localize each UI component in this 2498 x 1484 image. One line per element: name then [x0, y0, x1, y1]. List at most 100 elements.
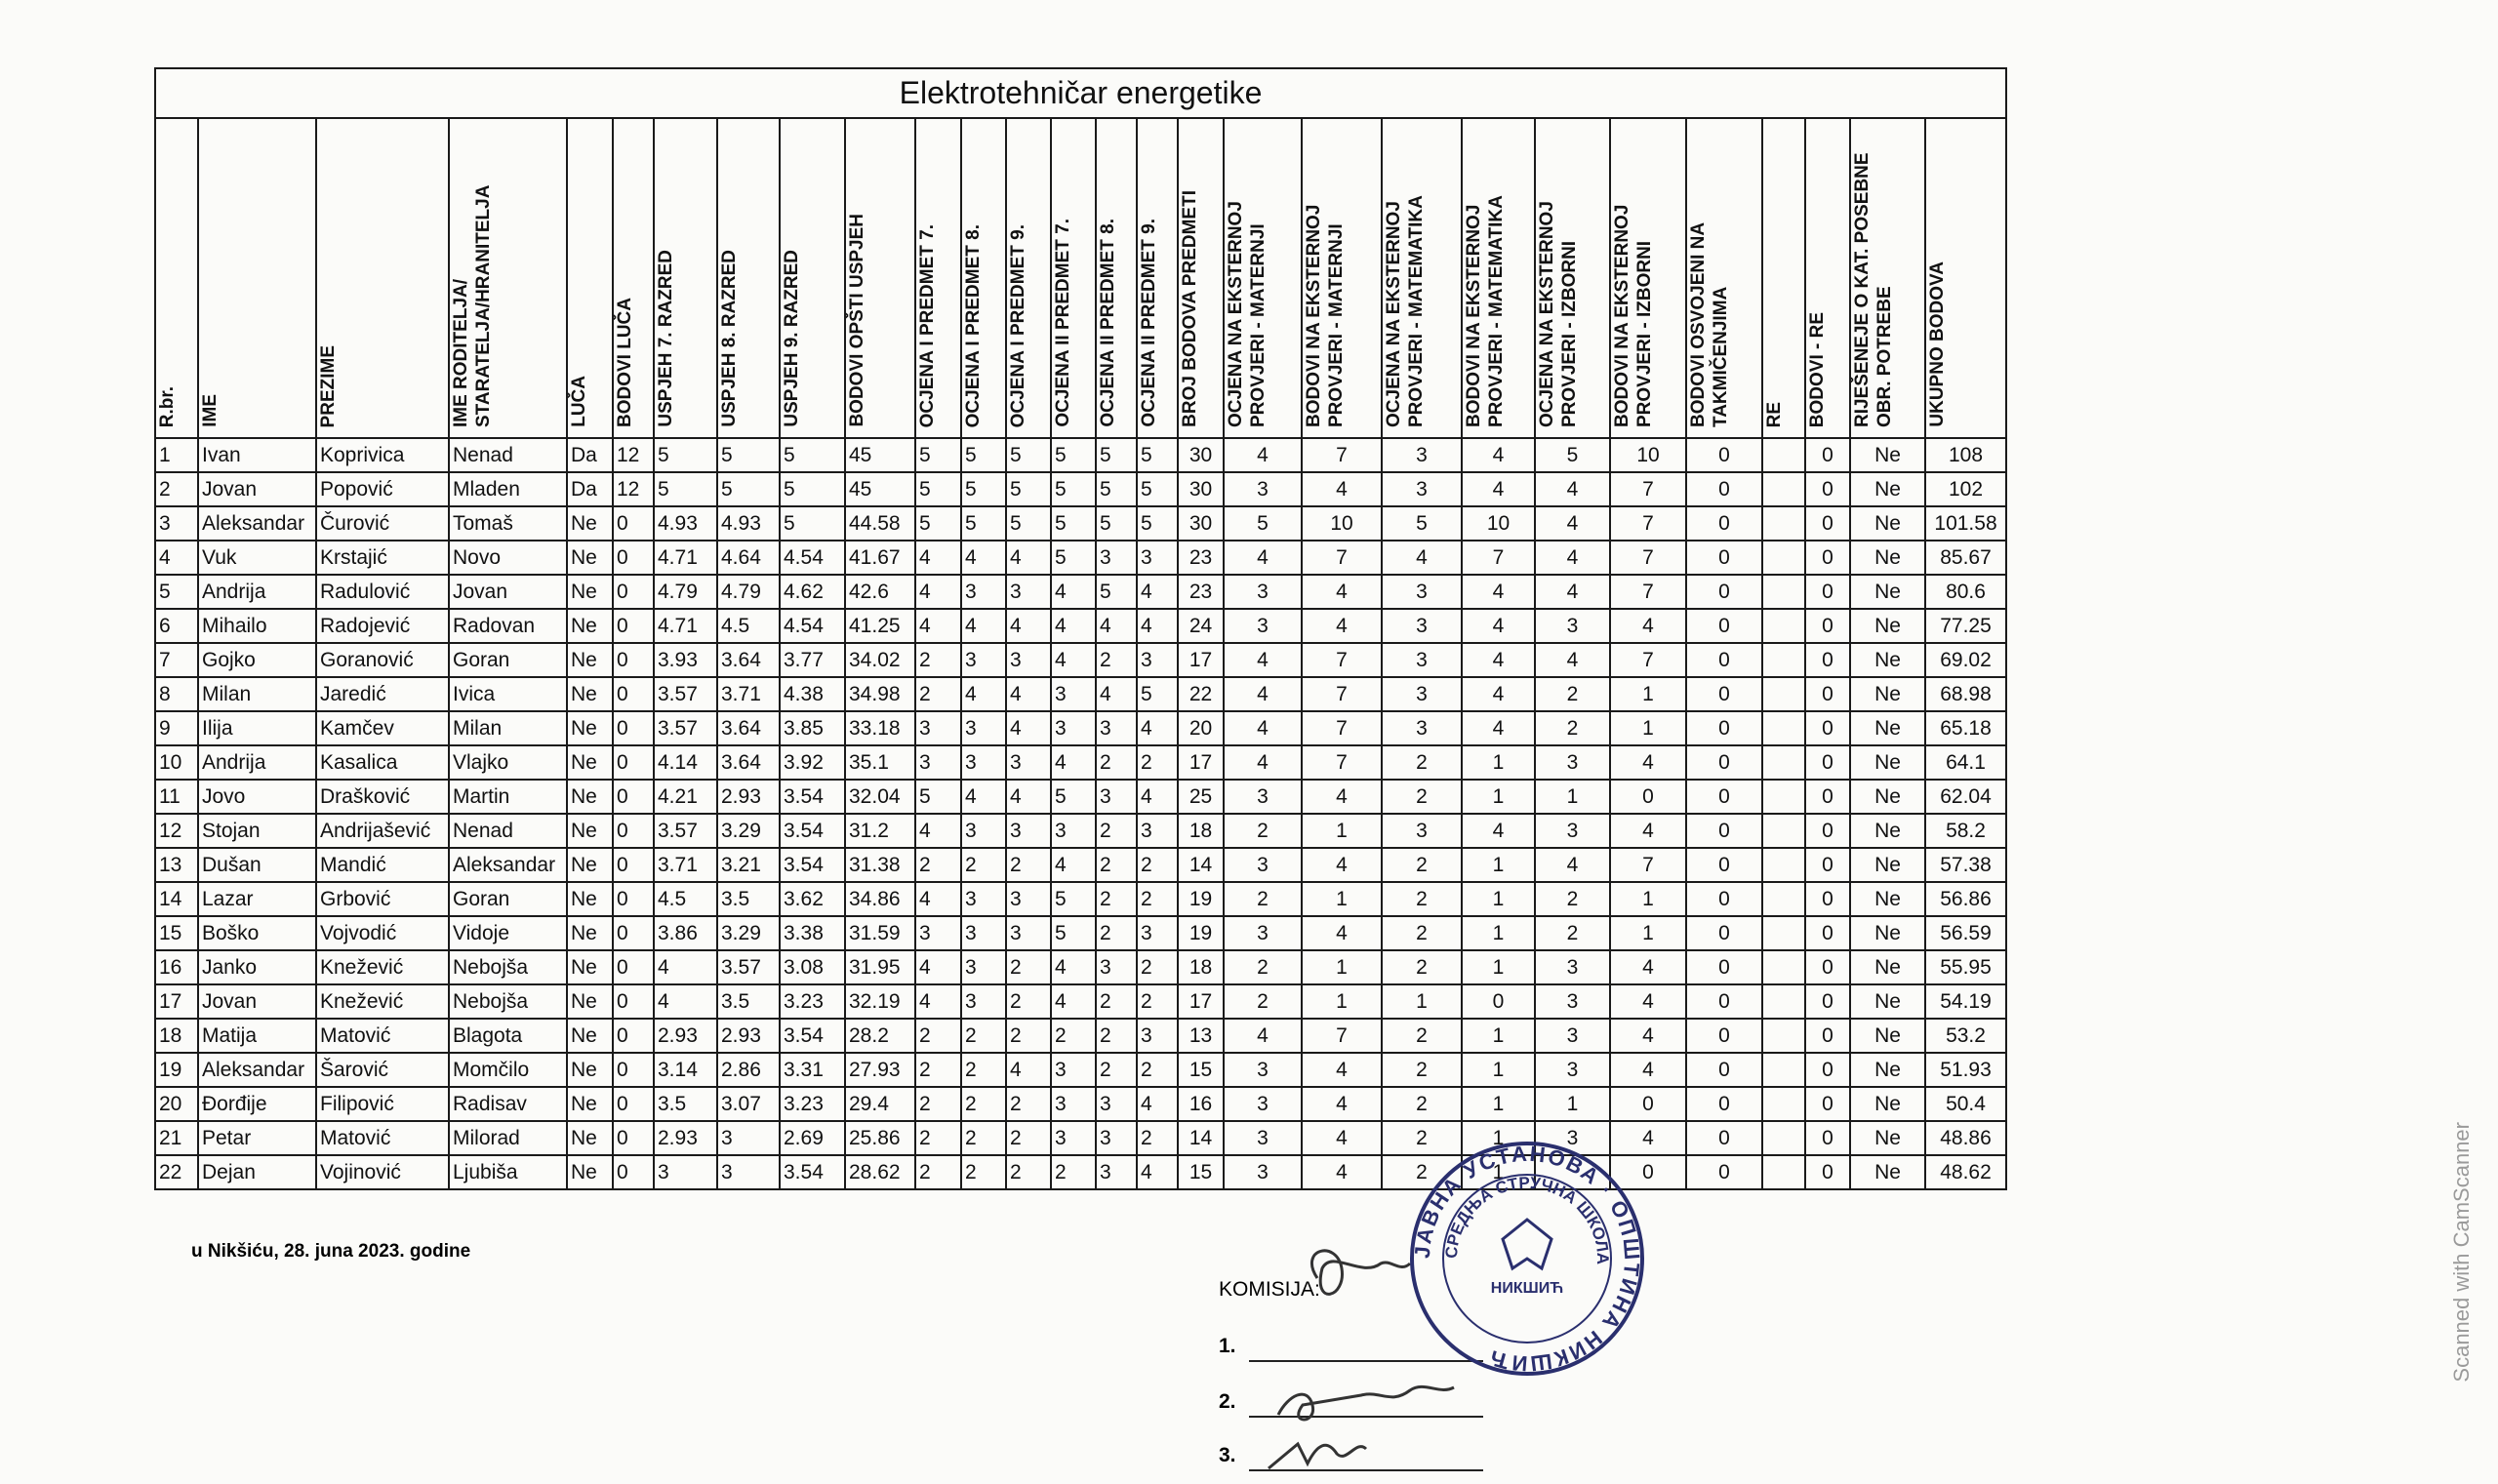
table-cell: 10	[1609, 437, 1687, 473]
table-cell: 68.98	[1923, 676, 2008, 712]
table-cell: 3.54	[779, 813, 846, 849]
table-cell: 19	[1177, 881, 1225, 917]
table-cell: Ne	[566, 1052, 614, 1088]
table-cell: 2	[1223, 881, 1303, 917]
table-cell	[1761, 915, 1806, 951]
table-cell: 4	[1050, 574, 1097, 610]
signature	[1268, 1441, 1368, 1470]
table-cell: 0	[612, 813, 655, 849]
table-cell: 4	[914, 881, 962, 917]
table-cell: 5	[779, 505, 846, 541]
table-cell: 0	[1804, 847, 1851, 883]
table-cell: 4	[1223, 710, 1303, 746]
column-header: USPJEH 8. RAZRED	[716, 117, 781, 439]
table-cell: 4.64	[716, 540, 781, 576]
table-cell: 2	[1095, 983, 1138, 1020]
table-cell: Ne	[1849, 983, 1926, 1020]
table-cell: 13	[154, 847, 199, 883]
table-cell: 3	[1136, 540, 1179, 576]
table-cell: Ne	[1849, 437, 1926, 473]
table-cell: 0	[1685, 471, 1763, 507]
table-cell: Mladen	[448, 471, 568, 507]
column-header-text: UKUPNO BODOVA	[1927, 261, 1948, 427]
table-cell: 5	[914, 437, 962, 473]
table-cell: 3.5	[716, 881, 781, 917]
table-cell: 0	[1804, 608, 1851, 644]
table-cell: 0	[1609, 1154, 1687, 1190]
column-header-text: OCJENA II PREDMET 7.	[1053, 219, 1073, 427]
table-cell: 1	[154, 437, 199, 473]
table-cell: 33.18	[844, 710, 916, 746]
table-cell: 22	[154, 1154, 199, 1190]
table-cell: Boško	[197, 915, 317, 951]
table-cell: 16	[154, 949, 199, 985]
table-cell: 2	[1005, 1154, 1052, 1190]
stamp-center-text: НИКШИЋ	[1491, 1280, 1563, 1297]
table-cell: 1	[1461, 915, 1536, 951]
table-cell: 3	[1381, 642, 1463, 678]
table-cell: 4	[960, 540, 1007, 576]
table-cell: Ne	[566, 813, 614, 849]
table-cell: 3	[1381, 608, 1463, 644]
table-cell: Ne	[1849, 881, 1926, 917]
table-cell: 3	[1534, 813, 1611, 849]
table-cell: 3	[1534, 744, 1611, 781]
table-cell: 4	[1301, 779, 1383, 815]
table-cell: 0	[612, 505, 655, 541]
table-cell: 0	[1461, 983, 1536, 1020]
table-cell: 31.59	[844, 915, 916, 951]
column-header-text: BODOVI OSVOJENI NA TAKMIČENJIMA	[1688, 222, 1731, 427]
table-cell: Momčilo	[448, 1052, 568, 1088]
table-cell: 56.59	[1923, 915, 2008, 951]
column-header: OCJENA II PREDMET 9.	[1136, 117, 1179, 439]
table-cell: 1	[1301, 949, 1383, 985]
table-cell: 3	[1095, 1154, 1138, 1190]
table-row: 18 Matija Matović Blagota Ne 0 2.93 2.93 3.54 28.…	[154, 1018, 2008, 1054]
table-cell: 5	[1050, 915, 1097, 951]
table-cell: Ne	[1849, 710, 1926, 746]
table-cell: 2	[960, 1086, 1007, 1122]
table-cell: 3	[960, 642, 1007, 678]
table-cell: 3	[716, 1154, 781, 1190]
column-header-text: OCJENA NA EKSTERNOJ PROVJERI - MATERNJI	[1226, 201, 1269, 427]
table-cell: 4	[1050, 608, 1097, 644]
table-cell: 4	[1136, 574, 1179, 610]
table-cell: 3.71	[653, 847, 718, 883]
table-cell: 4.5	[716, 608, 781, 644]
table-cell: 2.93	[716, 779, 781, 815]
table-cell: 0	[612, 1018, 655, 1054]
table-cell: 0	[612, 949, 655, 985]
table-row: 4 Vuk Krstajić Novo Ne 0 4.71 4.64 4.54 41.67 4 4 4 5…	[154, 540, 2008, 576]
table-cell: Ivan	[197, 437, 317, 473]
table-cell: 3.64	[716, 710, 781, 746]
column-header-text: RE	[1764, 401, 1785, 427]
table-cell: Andrija	[197, 744, 317, 781]
table-cell: 4.14	[653, 744, 718, 781]
column-header: BODOVI - RE	[1804, 117, 1851, 439]
column-header-text: OCJENA NA EKSTERNOJ PROVJERI - IZBORNI	[1537, 201, 1580, 427]
table-cell: Koprivica	[315, 437, 450, 473]
table-row: 22 Dejan Vojinović Ljubiša Ne 0 3 3 3.54 28.62 2 2 2…	[154, 1154, 2008, 1190]
column-header: IME RODITELJA/ STARATELJA/HRANITELJA	[448, 117, 568, 439]
table-cell: 4	[154, 540, 199, 576]
table-cell: Matović	[315, 1018, 450, 1054]
table-cell: 2	[1381, 1018, 1463, 1054]
table-cell: 12	[612, 437, 655, 473]
table-cell: 3	[1223, 1120, 1303, 1156]
table-cell: 4	[1301, 1086, 1383, 1122]
table-cell: 5	[914, 505, 962, 541]
table-cell	[1761, 574, 1806, 610]
table-cell: 57.38	[1923, 847, 2008, 883]
table-cell: Ne	[566, 642, 614, 678]
table-cell: 5	[1136, 437, 1179, 473]
table-cell: 2	[960, 1052, 1007, 1088]
table-cell: Nebojša	[448, 949, 568, 985]
table-cell: 3	[960, 710, 1007, 746]
table-cell: 0	[1804, 1154, 1851, 1190]
table-cell: 3	[1381, 471, 1463, 507]
table-cell: 19	[1177, 915, 1225, 951]
table-cell: 3	[960, 574, 1007, 610]
table-cell: 2	[1381, 881, 1463, 917]
table-cell: 1	[1534, 779, 1611, 815]
table-cell: 2	[914, 1154, 962, 1190]
